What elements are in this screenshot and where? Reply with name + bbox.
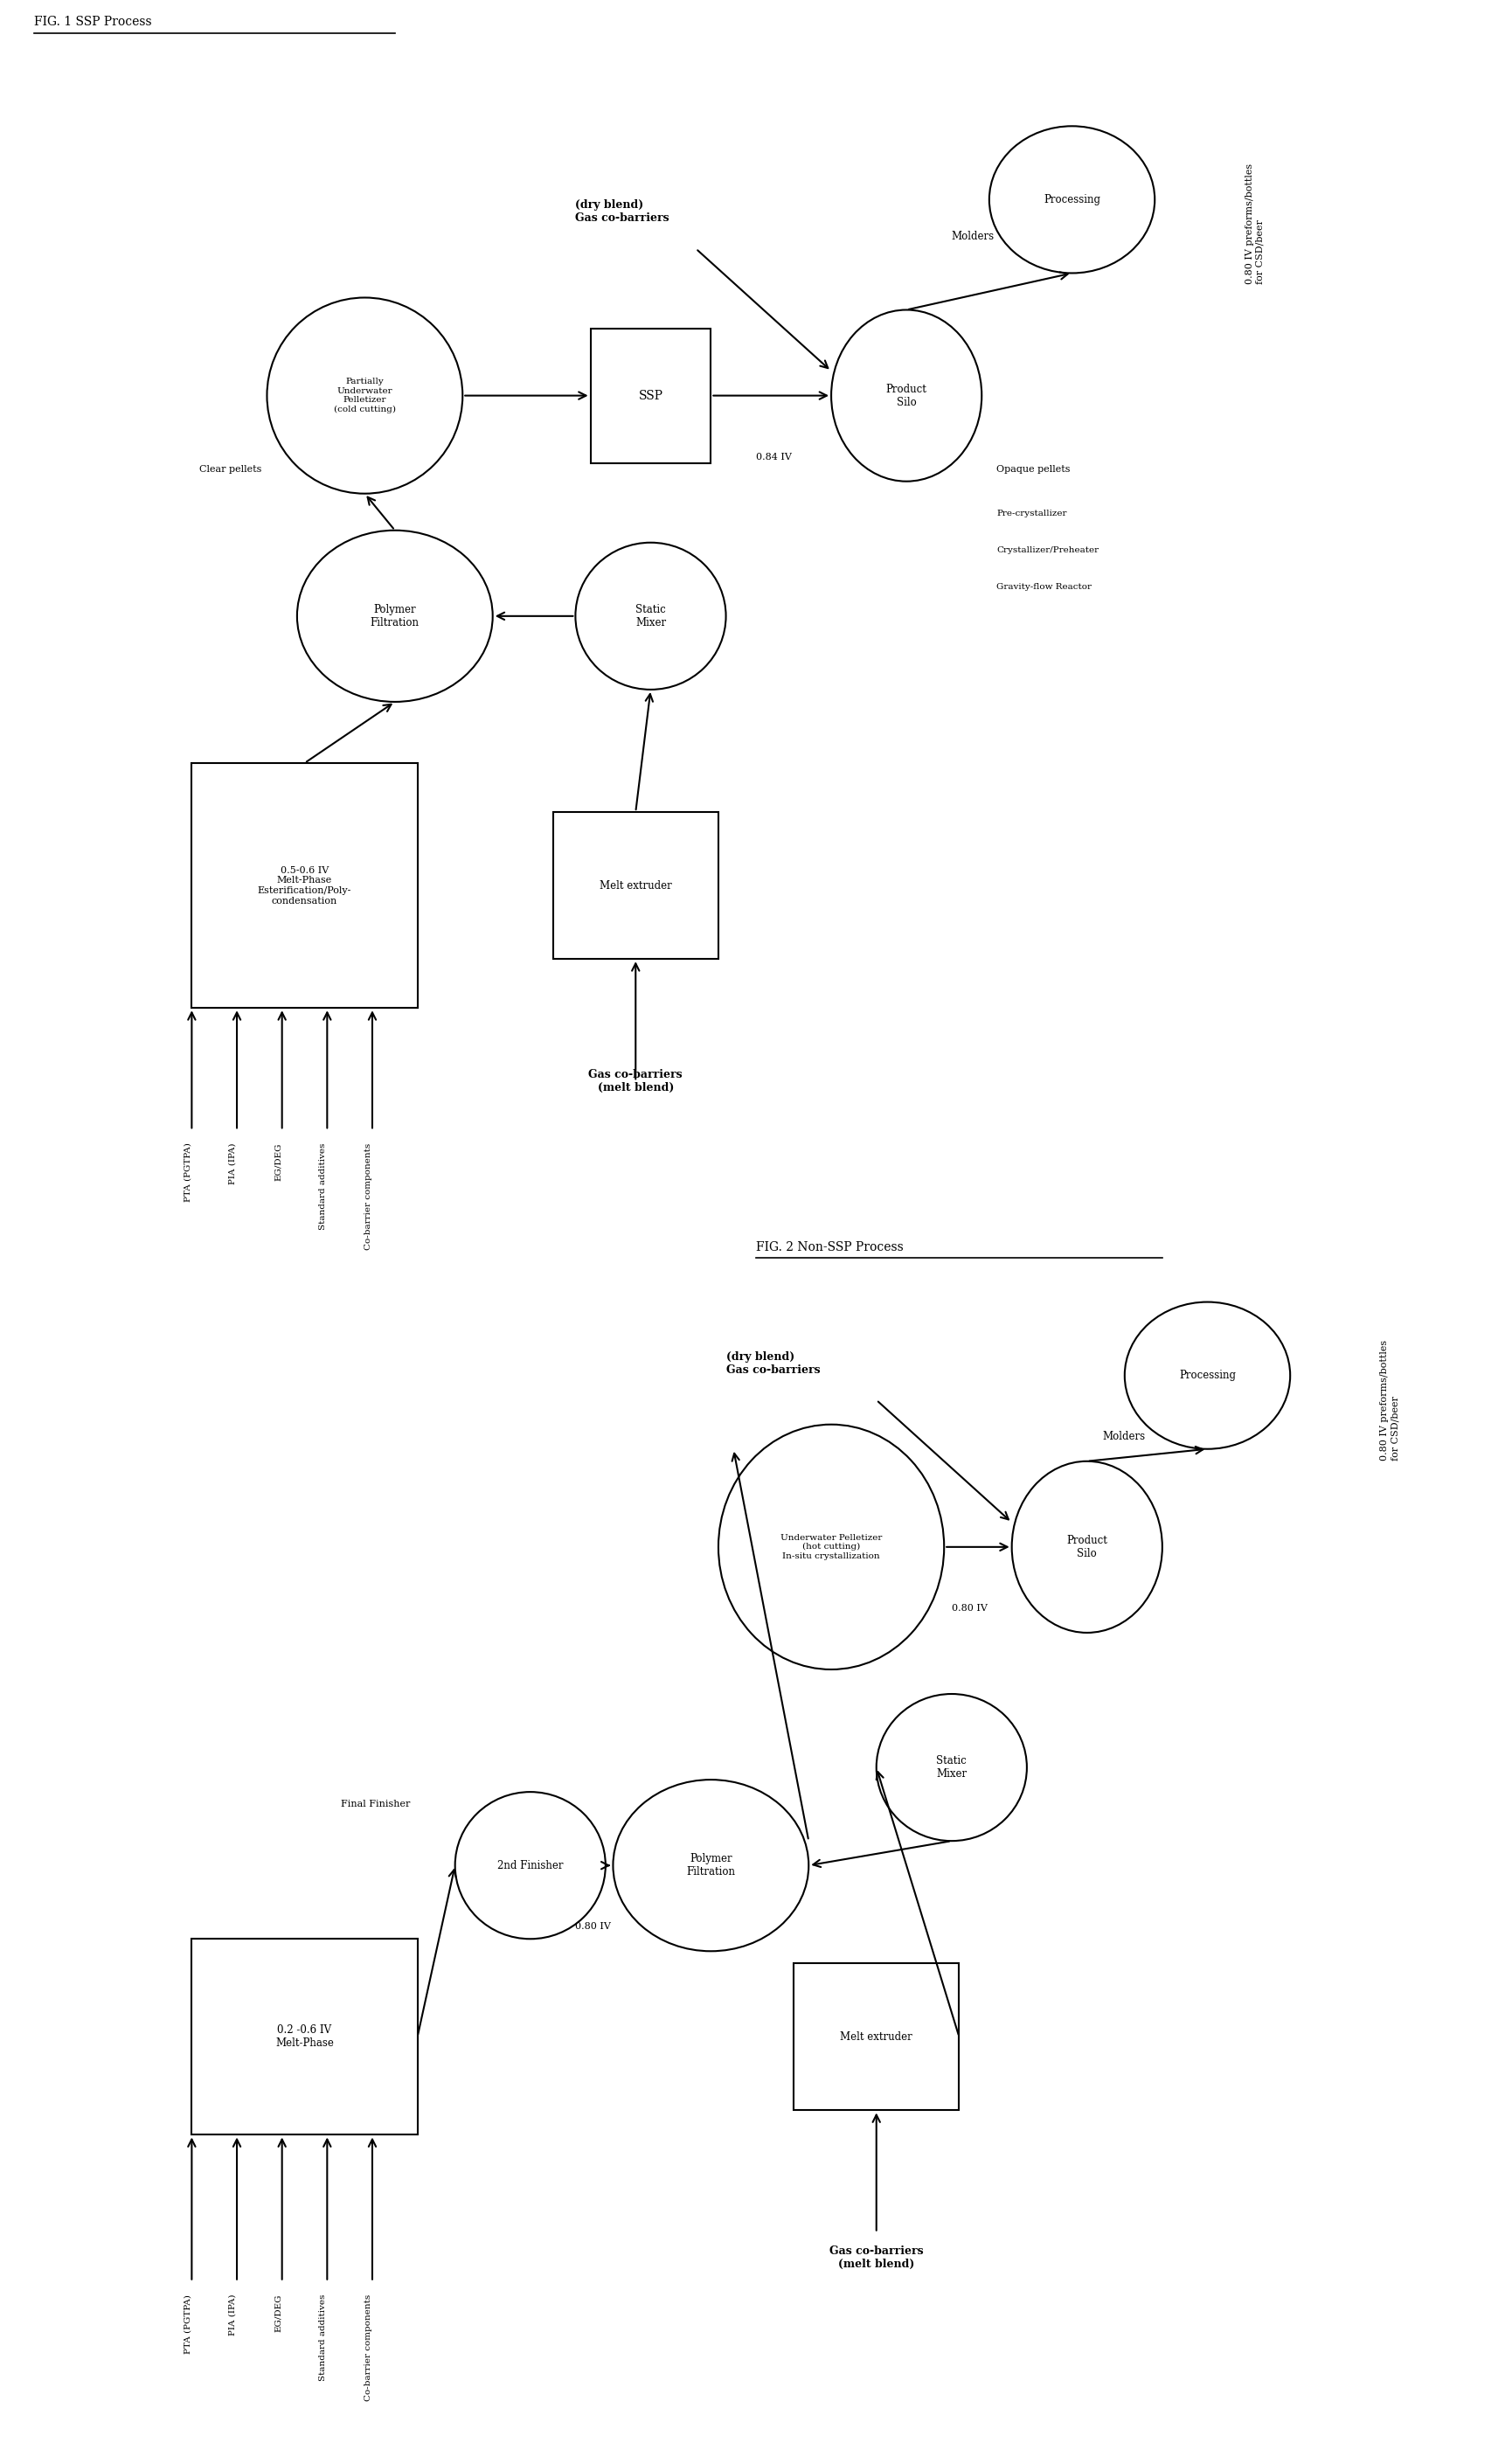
- Text: Crystallizer/Preheater: Crystallizer/Preheater: [996, 545, 1099, 553]
- Text: PIA (IPA): PIA (IPA): [228, 2295, 237, 2337]
- Text: Processing: Processing: [1043, 194, 1101, 206]
- Text: Melt extruder: Melt extruder: [841, 2032, 913, 2042]
- Text: Co-barrier components: Co-barrier components: [364, 1143, 372, 1251]
- Text: EG/DEG: EG/DEG: [274, 1143, 283, 1182]
- Text: Polymer
Filtration: Polymer Filtration: [370, 604, 419, 629]
- Text: Partially
Underwater
Pelletizer
(cold cutting): Partially Underwater Pelletizer (cold cu…: [334, 378, 396, 413]
- Text: Standard additives: Standard additives: [319, 1143, 327, 1228]
- Text: Final Finisher: Final Finisher: [340, 1801, 410, 1808]
- Text: Product
Silo: Product Silo: [1066, 1536, 1107, 1560]
- Text: Standard additives: Standard additives: [319, 2295, 327, 2381]
- Text: FIG. 1 SSP Process: FIG. 1 SSP Process: [33, 15, 151, 27]
- Text: 0.80 IV: 0.80 IV: [576, 1921, 611, 1931]
- Text: 0.2 -0.6 IV
Melt-Phase: 0.2 -0.6 IV Melt-Phase: [275, 2025, 334, 2049]
- Text: Melt extruder: Melt extruder: [599, 880, 671, 892]
- Text: Static
Mixer: Static Mixer: [936, 1754, 968, 1779]
- Text: Opaque pellets: Opaque pellets: [996, 464, 1070, 474]
- Text: Co-barrier components: Co-barrier components: [364, 2295, 372, 2400]
- Text: Molders: Molders: [1102, 1430, 1145, 1442]
- Text: Processing: Processing: [1179, 1371, 1235, 1381]
- Text: 0.80 IV: 0.80 IV: [951, 1604, 987, 1612]
- Text: Gas co-barriers
(melt blend): Gas co-barriers (melt blend): [830, 2246, 924, 2270]
- Text: (dry blend)
Gas co-barriers: (dry blend) Gas co-barriers: [726, 1351, 820, 1376]
- Text: 2nd Finisher: 2nd Finisher: [497, 1860, 564, 1872]
- Text: PIA (IPA): PIA (IPA): [228, 1143, 237, 1184]
- Text: Gravity-flow Reactor: Gravity-flow Reactor: [996, 582, 1092, 590]
- Text: 0.80 IV preforms/bottles
for CSD/beer: 0.80 IV preforms/bottles for CSD/beer: [1380, 1339, 1399, 1459]
- Text: SSP: SSP: [638, 391, 662, 400]
- Text: 0.84 IV: 0.84 IV: [756, 452, 792, 462]
- Text: Polymer
Filtration: Polymer Filtration: [686, 1853, 735, 1877]
- Text: Underwater Pelletizer
(hot cutting)
In-situ crystallization: Underwater Pelletizer (hot cutting) In-s…: [780, 1533, 881, 1560]
- Text: Molders: Molders: [951, 231, 995, 243]
- Text: 0.80 IV preforms/bottles
for CSD/beer: 0.80 IV preforms/bottles for CSD/beer: [1244, 165, 1264, 285]
- Text: Clear pellets: Clear pellets: [200, 464, 262, 474]
- Text: Product
Silo: Product Silo: [886, 383, 927, 408]
- Text: FIG. 2 Non-SSP Process: FIG. 2 Non-SSP Process: [756, 1241, 904, 1253]
- Text: PTA (PGTPA): PTA (PGTPA): [184, 2295, 192, 2354]
- Text: PTA (PGTPA): PTA (PGTPA): [184, 1143, 192, 1201]
- Text: Pre-crystallizer: Pre-crystallizer: [996, 509, 1067, 516]
- Text: 0.5-0.6 IV
Melt-Phase
Esterification/Poly-
condensation: 0.5-0.6 IV Melt-Phase Esterification/Pol…: [257, 865, 351, 904]
- Text: (dry blend)
Gas co-barriers: (dry blend) Gas co-barriers: [576, 199, 670, 224]
- Text: Static
Mixer: Static Mixer: [635, 604, 665, 629]
- Text: Gas co-barriers
(melt blend): Gas co-barriers (melt blend): [588, 1069, 682, 1093]
- Text: EG/DEG: EG/DEG: [274, 2295, 283, 2332]
